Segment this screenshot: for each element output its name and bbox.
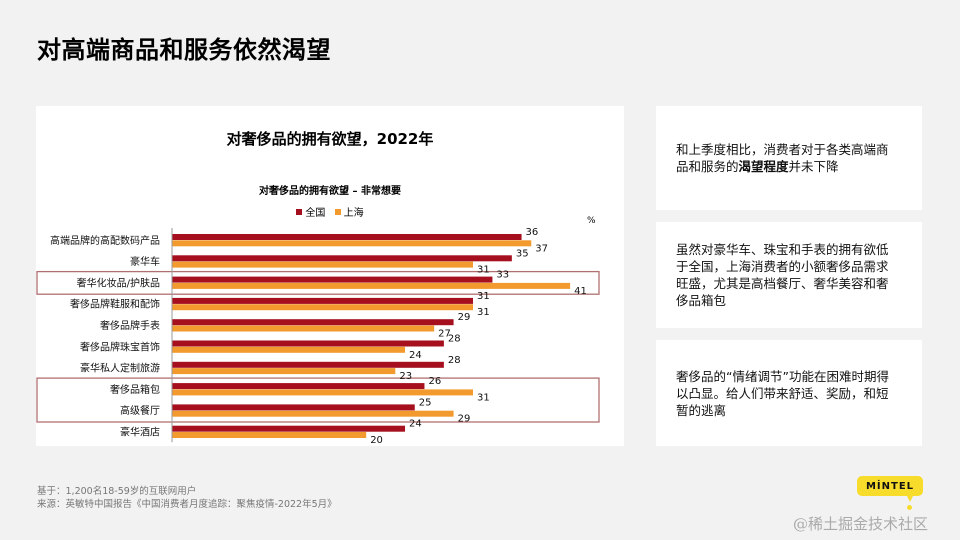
bar-national (172, 340, 444, 347)
insight-text-run: 奢侈品的“情绪调节”功能在困难时期得以凸显。给人们带来舒适、奖励，和短暂的逃离 (676, 368, 889, 418)
data-label-shanghai: 31 (477, 307, 490, 318)
data-label-national: 28 (448, 334, 461, 345)
highlight-box (36, 377, 600, 423)
legend-item-shanghai: 上海 (334, 204, 364, 219)
insight-text-run: 并未下降 (788, 159, 839, 174)
data-label-shanghai: 31 (477, 265, 490, 276)
bar-shanghai (172, 282, 571, 289)
chart-title: 对奢侈品的拥有欲望，2022年 (226, 130, 434, 148)
category-label: 豪华私人定制旅游 (80, 362, 160, 375)
data-label-national: 31 (477, 291, 490, 302)
bar-national (172, 361, 444, 368)
data-label-shanghai: 37 (535, 243, 548, 254)
bar-national (172, 383, 425, 390)
data-label-national: 35 (516, 248, 529, 259)
legend-swatch-shanghai (334, 208, 341, 215)
data-label-shanghai: 24 (409, 350, 422, 361)
bar-shanghai (172, 346, 406, 353)
bar-national (172, 404, 415, 411)
insight-text-3: 奢侈品的“情绪调节”功能在困难时期得以凸显。给人们带来舒适、奖励，和短暂的逃离 (676, 368, 900, 419)
insight-emphasis: 渴望程度 (738, 159, 789, 174)
bar-shanghai (172, 325, 435, 332)
insight-text-run: 和上季度相比，消费者对于各类高端商品和服务的 (676, 142, 889, 174)
bar-shanghai (172, 304, 474, 311)
data-label-national: 36 (526, 227, 539, 238)
insight-text-run: 虽然对豪华车、珠宝和手表的拥有欲低于全国，上海消费者的小额奢侈品需求旺盛，尤其是… (676, 242, 889, 308)
category-label: 高端品牌的高配数码产品 (50, 234, 160, 247)
category-label: 奢侈品牌手表 (100, 319, 160, 332)
data-label-national: 28 (448, 355, 461, 366)
highlight-box (36, 270, 600, 295)
bar-shanghai (172, 240, 532, 247)
legend-item-national: 全国 (296, 204, 325, 219)
bar-national (172, 234, 522, 240)
bar-national (172, 297, 474, 304)
legend-swatch-national (296, 208, 303, 215)
data-label-national: 33 (496, 270, 509, 281)
category-label: 豪华酒店 (120, 426, 160, 439)
page-title: 对高端商品和服务依然渴望 (37, 36, 331, 64)
category-label: 奢侈品牌珠宝首饰 (80, 340, 160, 353)
data-label-shanghai: 29 (458, 414, 471, 425)
data-label-national: 29 (458, 312, 471, 323)
insight-card-2: 虽然对豪华车、珠宝和手表的拥有欲低于全国，上海消费者的小额奢侈品需求旺盛，尤其是… (656, 222, 922, 328)
bar-chart: 高端品牌的高配数码产品 36 37 豪华车 35 31 奢华化妆品/护肤品 33 41 奢侈品牌鞋… (36, 227, 600, 446)
insight-card-1: 和上季度相比，消费者对于各类高端商品和服务的渴望程度并未下降 (656, 106, 922, 210)
data-label-shanghai: 23 (399, 371, 412, 382)
bar-national (172, 255, 512, 262)
footer-notes: 基于：1,200名18-59岁的互联网用户 来源：英敏特中国报告《中国消费者月度… (37, 485, 337, 511)
bar-shanghai (172, 432, 367, 438)
data-label-national: 25 (419, 397, 432, 408)
legend-label-shanghai: 上海 (343, 208, 364, 219)
data-label-shanghai: 41 (574, 286, 587, 297)
mintel-logo: MİNTEL (857, 476, 923, 496)
bar-national (172, 319, 454, 326)
data-label-shanghai: 27 (438, 329, 451, 340)
insight-text-1: 和上季度相比，消费者对于各类高端商品和服务的渴望程度并未下降 (676, 141, 900, 175)
bar-shanghai (172, 368, 396, 375)
chart-card: 对奢侈品的拥有欲望，2022年 对奢侈品的拥有欲望 – 非常想要 全国 上海 %… (36, 106, 624, 446)
data-label-shanghai: 20 (370, 435, 383, 446)
data-label-national: 26 (428, 376, 441, 387)
footer-base: 基于：1,200名18-59岁的互联网用户 (37, 486, 197, 497)
watermark: @稀土掘金技术社区 (793, 515, 929, 533)
bar-shanghai (172, 410, 454, 417)
chart-subtitle: 对奢侈品的拥有欲望 – 非常想要 (259, 186, 401, 197)
category-label: 高级餐厅 (120, 404, 160, 417)
category-label: 豪华车 (130, 255, 160, 268)
insight-card-3: 奢侈品的“情绪调节”功能在困难时期得以凸显。给人们带来舒适、奖励，和短暂的逃离 (656, 340, 922, 446)
mintel-logo-tail (906, 494, 914, 502)
unit-label: % (587, 216, 596, 226)
bar-shanghai (172, 261, 474, 268)
insight-text-2: 虽然对豪华车、珠宝和手表的拥有欲低于全国，上海消费者的小额奢侈品需求旺盛，尤其是… (676, 241, 900, 309)
chart-legend: 全国 上海 (36, 204, 624, 219)
bar-national (172, 276, 493, 283)
data-label-shanghai: 31 (477, 392, 490, 403)
mintel-logo-dot (907, 505, 912, 510)
legend-label-national: 全国 (305, 208, 326, 219)
data-label-national: 24 (409, 419, 422, 430)
category-label: 奢华化妆品/护肤品 (77, 276, 160, 289)
footer-source: 来源：英敏特中国报告《中国消费者月度追踪：聚焦疫情-2022年5月》 (37, 499, 337, 510)
category-label: 奢侈品箱包 (110, 383, 160, 396)
category-label: 奢侈品牌鞋服和配饰 (70, 298, 160, 311)
bar-shanghai (172, 389, 474, 396)
bar-national (172, 425, 406, 432)
